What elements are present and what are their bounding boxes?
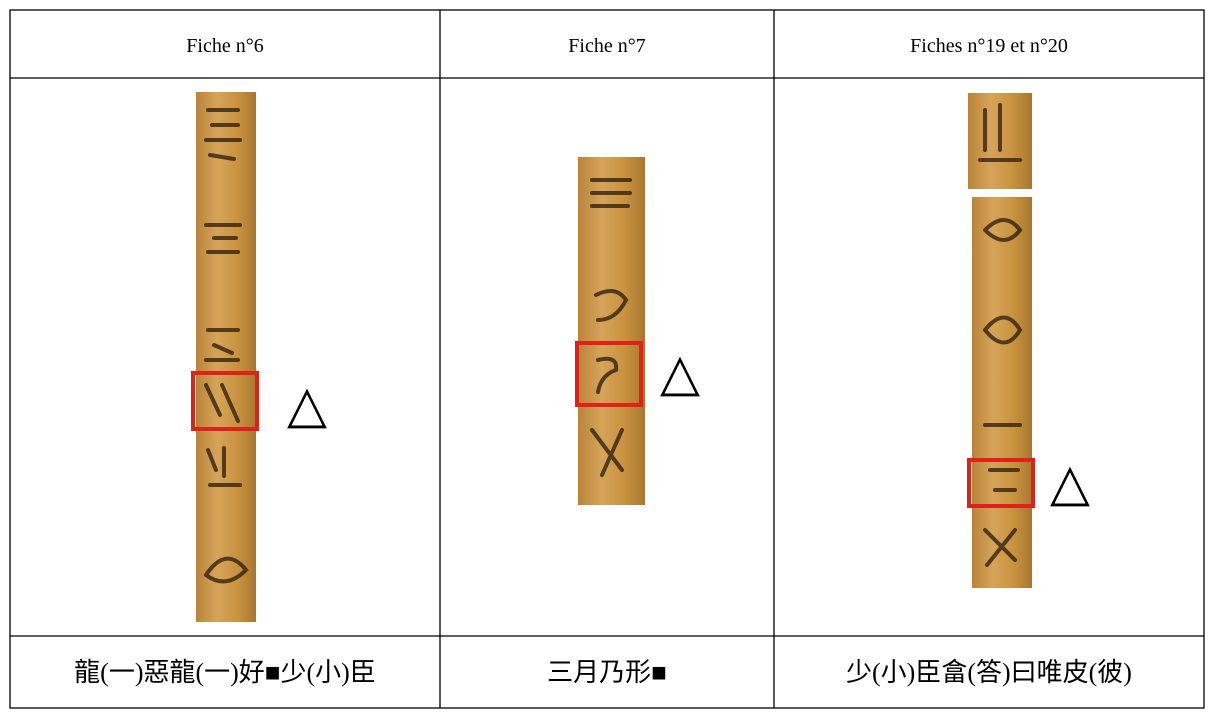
header-cell: Fiches n°19 et n°20 (910, 35, 1068, 57)
bamboo-slips (196, 92, 1032, 622)
table-grid (9, 9, 1205, 709)
triangle-marker: △ (1050, 455, 1090, 512)
highlight-boxes (191, 341, 1035, 508)
footer-cell: 三月乃形■ (547, 658, 667, 687)
triangle-marker: △ (287, 377, 327, 434)
footer-cell: 龍(一)惡龍(一)好■少(小)臣 (74, 658, 376, 687)
footer-cell: 少(小)臣畣(答)曰唯皮(彼) (846, 658, 1132, 687)
header-cell: Fiche n°7 (568, 35, 645, 57)
header-cell: Fiche n°6 (186, 35, 263, 57)
triangle-marker: △ (660, 345, 700, 402)
